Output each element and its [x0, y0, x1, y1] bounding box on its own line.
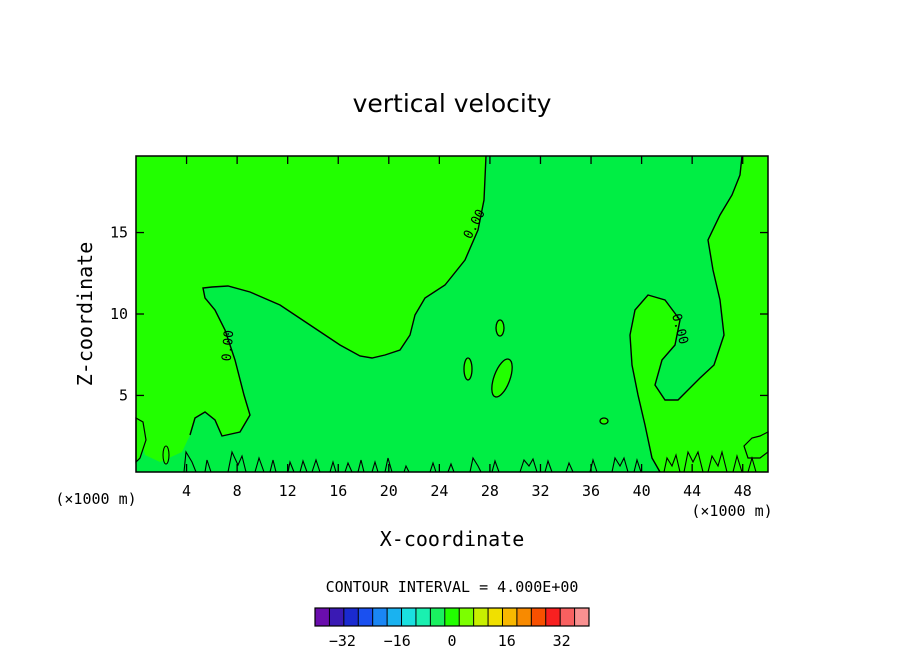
x-tick-label: 8	[233, 482, 242, 500]
colorbar-frame	[314, 607, 590, 627]
colorbar-swatch	[329, 608, 345, 626]
x-tick-label: 12	[279, 482, 297, 500]
colorbar-swatch	[372, 608, 388, 626]
x-tick-label: 48	[734, 482, 752, 500]
colorbar-tick-label: 16	[498, 632, 516, 650]
contour-cell	[463, 357, 473, 381]
colorbar: −32 −16 0 16 32	[314, 607, 590, 650]
contour-label: 0.00	[220, 329, 238, 362]
y-tick-label: 10	[110, 305, 128, 323]
contour-zero-line-right	[629, 155, 743, 473]
colorbar-swatch	[502, 608, 518, 626]
plot-area: 0.00 0.00 0.00	[135, 155, 769, 473]
negative-region	[136, 156, 742, 472]
colorbar-swatch	[574, 608, 590, 626]
x-tick-label: 16	[329, 482, 347, 500]
colorbar-swatch	[315, 608, 330, 626]
colorbar-swatch	[444, 608, 460, 626]
x-tick-label: 40	[633, 482, 651, 500]
colorbar-swatch	[473, 608, 489, 626]
colorbar-swatch	[488, 608, 503, 626]
contour-interval: CONTOUR INTERVAL = 4.000E+00	[326, 578, 579, 596]
x-tick-label: 20	[380, 482, 398, 500]
colorbar-swatch	[430, 608, 446, 626]
colorbar-swatch	[545, 608, 561, 626]
x-unit-left: (×1000 m)	[55, 490, 136, 508]
colorbar-swatch	[459, 608, 474, 626]
x-tick-label: 24	[430, 482, 448, 500]
y-tick-label: 5	[119, 386, 128, 404]
chart-title: vertical velocity	[353, 89, 552, 118]
colorbar-tick-label: −16	[384, 632, 411, 650]
contour-cell	[743, 431, 769, 459]
colorbar-tick-label: 0	[447, 632, 456, 650]
x-axis-ticks: 4 8 12 16 20 24 28 32 36 40 44 48	[182, 156, 752, 500]
x-unit-right: (×1000 m)	[691, 502, 772, 520]
y-axis-ticks: 5 10 15	[110, 224, 768, 404]
y-axis-label: Z-coordinate	[73, 242, 97, 387]
colorbar-tick-label: −32	[329, 632, 356, 650]
contour-cell	[495, 319, 505, 337]
colorbar-swatch	[358, 608, 373, 626]
colorbar-swatch	[415, 608, 431, 626]
colorbar-tick-label: 32	[553, 632, 571, 650]
x-tick-label: 44	[683, 482, 701, 500]
x-tick-label: 32	[531, 482, 549, 500]
colorbar-swatch	[401, 608, 417, 626]
x-tick-label: 4	[182, 482, 191, 500]
contour-cell	[491, 358, 513, 398]
x-tick-label: 28	[481, 482, 499, 500]
contour-zero-line	[189, 155, 487, 437]
colorbar-swatch	[531, 608, 547, 626]
colorbar-swatch	[560, 608, 575, 626]
x-axis-label: X-coordinate	[380, 527, 525, 551]
contour-cell	[599, 417, 609, 425]
near-surface-contours	[183, 449, 757, 473]
colorbar-swatch	[516, 608, 532, 626]
y-tick-label: 15	[110, 224, 128, 242]
colorbar-swatch	[387, 608, 402, 626]
colorbar-swatch	[343, 608, 359, 626]
contour-cell	[162, 445, 170, 465]
x-tick-label: 36	[582, 482, 600, 500]
